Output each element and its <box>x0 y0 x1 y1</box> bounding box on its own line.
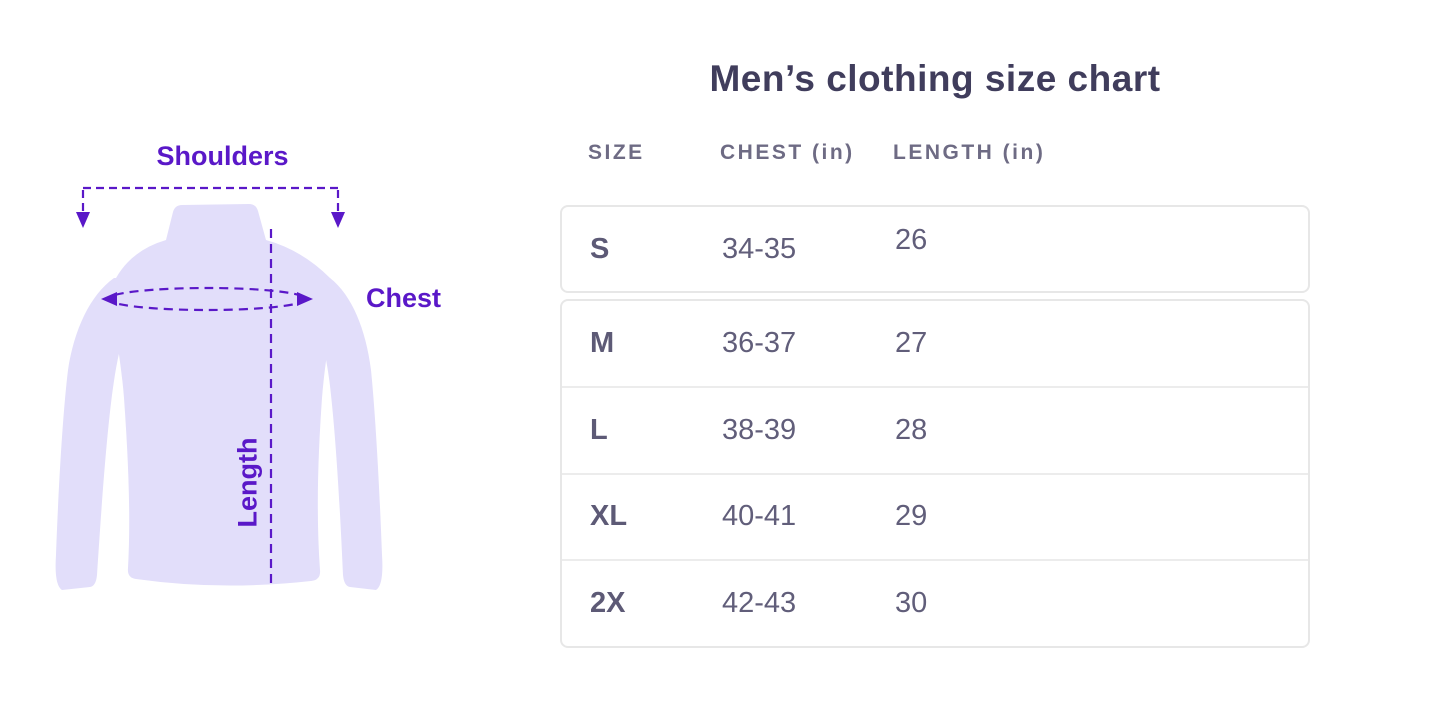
chest-cell: 40-41 <box>722 500 797 533</box>
shoulders-arrow-right-icon <box>331 212 345 228</box>
table-header-row: SIZE CHEST (in) LENGTH (in) <box>560 141 1310 167</box>
shirt-right-sleeve <box>306 278 383 590</box>
chest-arrow-left-icon <box>101 292 117 306</box>
chest-cell: 38-39 <box>722 413 797 446</box>
length-cell: 30 <box>895 587 928 620</box>
size-cell: M <box>590 326 615 359</box>
size-cell: L <box>590 413 608 446</box>
size-chart: Men’s clothing size chart SIZE CHEST (in… <box>560 0 1310 725</box>
size-cell: XL <box>590 500 628 533</box>
length-cell: 27 <box>895 326 928 359</box>
table-box-first: S 34-35 26 <box>560 205 1310 293</box>
length-cell: 26 <box>895 223 928 256</box>
size-cell: 2X <box>590 587 626 620</box>
table-row: S 34-35 26 <box>562 207 1308 291</box>
chest-cell: 42-43 <box>722 587 797 620</box>
chest-cell: 34-35 <box>722 232 797 265</box>
chest-cell: 36-37 <box>722 326 797 359</box>
shoulders-label: Shoulders <box>156 141 289 171</box>
table-row: M 36-37 27 <box>562 301 1308 386</box>
table-row: 2X 42-43 30 <box>562 559 1308 646</box>
shirt-measurement-diagram: Shoulders Chest Length <box>0 0 520 725</box>
length-label: Length <box>232 437 263 528</box>
table-row: XL 40-41 29 <box>562 472 1308 560</box>
length-cell: 28 <box>895 413 928 446</box>
table-box-rest: M 36-37 27 L 38-39 28 XL 40-41 29 2X 42-… <box>560 299 1310 648</box>
header-length: LENGTH (in) <box>893 141 1046 164</box>
table-row: L 38-39 28 <box>562 385 1308 473</box>
shirt-illustration <box>55 186 383 590</box>
shoulders-measure-line <box>81 186 340 212</box>
length-cell: 29 <box>895 500 928 533</box>
header-size: SIZE <box>588 141 645 164</box>
shirt-torso <box>112 204 334 586</box>
size-cell: S <box>590 232 610 265</box>
header-chest: CHEST (in) <box>720 141 855 164</box>
chest-arrow-right-icon <box>297 292 313 306</box>
shoulders-arrow-left-icon <box>76 212 90 228</box>
shirt-left-sleeve <box>55 278 138 590</box>
chest-label: Chest <box>366 283 442 313</box>
page-title: Men’s clothing size chart <box>709 58 1161 99</box>
